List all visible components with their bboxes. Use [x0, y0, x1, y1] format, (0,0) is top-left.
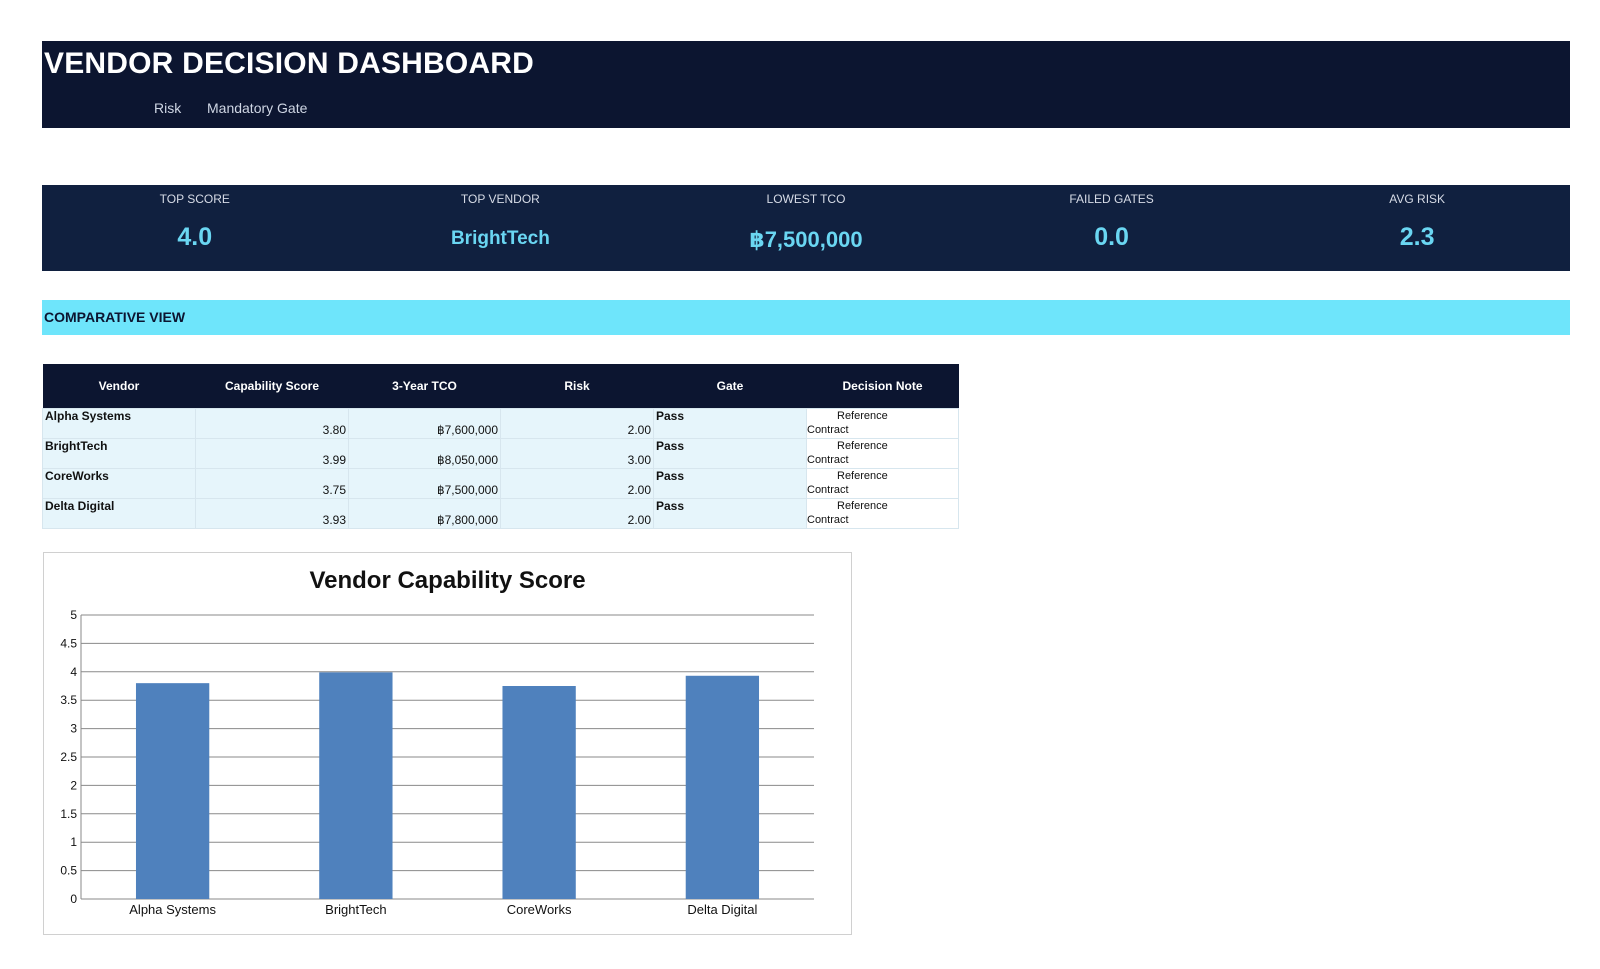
column-header-decision-note[interactable]: Decision Note — [806, 364, 959, 409]
y-tick-label: 4.5 — [60, 636, 77, 650]
cell-risk[interactable]: 2.00 — [500, 408, 654, 439]
cell-score[interactable]: 3.80 — [195, 408, 349, 439]
note-line: Contract — [807, 514, 849, 526]
column-header-gate[interactable]: Gate — [653, 364, 807, 409]
bar — [319, 672, 393, 899]
note-line: Contract — [807, 454, 849, 466]
kpi-label: TOP VENDOR — [460, 192, 540, 206]
bar — [685, 675, 760, 899]
chart-title: Vendor Capability Score — [309, 567, 586, 594]
note-line: Reference — [837, 410, 888, 422]
kpi-label: LOWEST TCO — [766, 192, 846, 206]
kpi-label: FAILED GATES — [1069, 192, 1154, 206]
y-tick-label: 0.5 — [60, 864, 77, 878]
note-line: Reference — [837, 440, 888, 452]
cell-decision-note[interactable]: Reference Contract — [806, 408, 959, 439]
bar — [502, 686, 576, 899]
note-line: Contract — [807, 424, 849, 436]
kpi-top-vendor: TOP VENDOR BrightTech — [348, 185, 654, 271]
cell-gate[interactable]: Pass — [653, 498, 807, 529]
cell-gate[interactable]: Pass — [653, 438, 807, 469]
note-line: Contract — [807, 484, 849, 496]
nav-link-risk[interactable]: Risk — [154, 100, 182, 116]
kpi-lowest-tco: LOWEST TCO ฿7,500,000 — [653, 185, 959, 271]
kpi-top-score: TOP SCORE 4.0 — [42, 185, 348, 271]
y-tick-label: 1 — [70, 835, 77, 849]
cell-tco[interactable]: ฿7,500,000 — [348, 468, 501, 499]
kpi-value: 4.0 — [177, 223, 213, 251]
y-tick-label: 0 — [70, 892, 77, 906]
cell-risk[interactable]: 2.00 — [500, 498, 654, 529]
cell-gate[interactable]: Pass — [653, 408, 807, 439]
kpi-strip: TOP SCORE 4.0 TOP VENDOR BrightTech LOWE… — [42, 185, 1570, 271]
y-tick-label: 2.5 — [60, 750, 77, 764]
y-tick-label: 1.5 — [60, 807, 77, 821]
table-row: Alpha Systems 3.80 ฿7,600,000 2.00 Pass … — [42, 408, 959, 439]
x-tick-label: CoreWorks — [507, 902, 572, 917]
cell-score[interactable]: 3.93 — [195, 498, 349, 529]
kpi-value: ฿7,500,000 — [749, 227, 863, 252]
kpi-label: AVG RISK — [1389, 192, 1446, 206]
section-title: COMPARATIVE VIEW — [44, 309, 186, 325]
x-tick-label: Delta Digital — [687, 902, 757, 917]
cell-vendor[interactable]: BrightTech — [42, 438, 196, 469]
cell-risk[interactable]: 3.00 — [500, 438, 654, 469]
y-tick-label: 3.5 — [60, 693, 77, 707]
chart-plot: 0 0.5 1 1.5 2 2.5 3 3.5 4 4.5 5 Alpha Systems Bright… — [60, 608, 814, 917]
kpi-value: 2.3 — [1399, 223, 1435, 251]
cell-vendor[interactable]: Alpha Systems — [42, 408, 196, 439]
bar — [135, 683, 210, 899]
cell-risk[interactable]: 2.00 — [500, 468, 654, 499]
column-header-tco[interactable]: 3-Year TCO — [348, 364, 501, 409]
y-tick-label: 4 — [70, 665, 77, 679]
cell-tco[interactable]: ฿7,800,000 — [348, 498, 501, 529]
table-row: Delta Digital 3.93 ฿7,800,000 2.00 Pass … — [42, 498, 959, 529]
table-header-row: Vendor Capability Score 3-Year TCO Risk … — [42, 364, 959, 409]
cell-tco[interactable]: ฿8,050,000 — [348, 438, 501, 469]
note-line: Reference — [837, 500, 888, 512]
cell-vendor[interactable]: CoreWorks — [42, 468, 196, 499]
kpi-label: TOP SCORE — [159, 192, 230, 206]
kpi-value: 0.0 — [1094, 223, 1129, 251]
cell-decision-note[interactable]: Reference Contract — [806, 438, 959, 469]
y-tick-label: 2 — [70, 778, 77, 792]
cell-vendor[interactable]: Delta Digital — [42, 498, 196, 529]
kpi-failed-gates: FAILED GATES 0.0 — [959, 185, 1265, 271]
cell-score[interactable]: 3.99 — [195, 438, 349, 469]
comparison-table: Vendor Capability Score 3-Year TCO Risk … — [42, 364, 959, 529]
cell-decision-note[interactable]: Reference Contract — [806, 498, 959, 529]
kpi-avg-risk: AVG RISK 2.3 — [1264, 185, 1570, 271]
y-tick-label: 3 — [70, 722, 77, 736]
cell-tco[interactable]: ฿7,600,000 — [348, 408, 501, 439]
y-tick-label: 5 — [70, 608, 77, 622]
column-header-risk[interactable]: Risk — [500, 364, 654, 409]
table-row: CoreWorks 3.75 ฿7,500,000 2.00 Pass Refe… — [42, 468, 959, 499]
cell-decision-note[interactable]: Reference Contract — [806, 468, 959, 499]
nav-link-mandatory-gate[interactable]: Mandatory Gate — [207, 100, 308, 116]
dashboard-header: VENDOR DECISION DASHBOARD Risk Mandatory… — [42, 41, 1570, 128]
x-tick-label: Alpha Systems — [129, 902, 216, 917]
x-tick-label: BrightTech — [325, 902, 386, 917]
table-row: BrightTech 3.99 ฿8,050,000 3.00 Pass Ref… — [42, 438, 959, 469]
cell-gate[interactable]: Pass — [653, 468, 807, 499]
capability-score-chart: Vendor Capability Score 0 0.5 1 1.5 2 2.5 3 3.5… — [43, 552, 852, 935]
column-header-capability-score[interactable]: Capability Score — [195, 364, 349, 409]
page-title: VENDOR DECISION DASHBOARD — [44, 47, 535, 80]
kpi-value: BrightTech — [450, 228, 550, 249]
cell-score[interactable]: 3.75 — [195, 468, 349, 499]
section-header-comparative-view: COMPARATIVE VIEW — [42, 300, 1570, 335]
column-header-vendor[interactable]: Vendor — [42, 364, 196, 409]
note-line: Reference — [837, 470, 888, 482]
